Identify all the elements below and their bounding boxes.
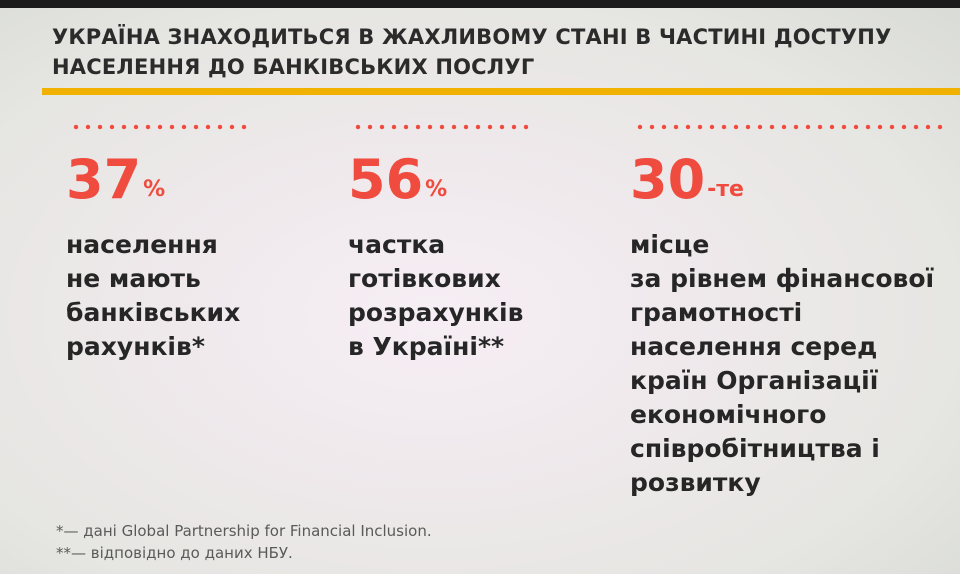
desc-line: рахунків* <box>66 332 205 361</box>
desc-line: не мають <box>66 264 201 293</box>
title-line-1: УКРАЇНА ЗНАХОДИТЬСЯ В ЖАХЛИВОМУ СТАНІ В … <box>52 25 892 49</box>
stat-column-cash: 56% частка готівкових розрахунків в Укра… <box>348 148 523 364</box>
stat-number: 37 <box>66 148 142 211</box>
desc-line: співробітництва і <box>630 434 880 463</box>
desc-line: країн Організації <box>630 366 879 395</box>
desc-line: розрахунків <box>348 298 524 327</box>
stat-number: 30 <box>630 148 706 211</box>
desc-line: частка <box>348 230 446 259</box>
desc-line: розвитку <box>630 468 761 497</box>
stat-unit: % <box>425 177 448 202</box>
desc-line: економічного <box>630 400 827 429</box>
dotted-divider-1 <box>70 124 250 130</box>
dotted-divider-2 <box>352 124 532 130</box>
stat-description: місце за рівнем фінансової грамотності н… <box>630 228 934 500</box>
desc-line: грамотності <box>630 298 803 327</box>
desc-line: населення серед <box>630 332 878 361</box>
stat-description: частка готівкових розрахунків в Україні*… <box>348 228 523 364</box>
dotted-divider-3 <box>634 124 946 130</box>
desc-line: за рівнем фінансової <box>630 264 935 293</box>
screen-bezel <box>0 0 960 8</box>
footnote-2: **— відповідно до даних НБУ. <box>56 544 293 562</box>
stat-unit: -те <box>707 177 744 202</box>
desc-line: місце <box>630 230 710 259</box>
desc-line: банківських <box>66 298 241 327</box>
stat-column-literacy: 30-те місце за рівнем фінансової грамотн… <box>630 148 934 500</box>
stat-unit: % <box>143 177 166 202</box>
slide-title: УКРАЇНА ЗНАХОДИТЬСЯ В ЖАХЛИВОМУ СТАНІ В … <box>52 22 932 82</box>
stat-column-accounts: 37% населення не мають банківських рахун… <box>66 148 240 364</box>
desc-line: готівкових <box>348 264 501 293</box>
stat-value: 37% <box>66 148 240 222</box>
footnotes: *— дані Global Partnership for Financial… <box>56 520 432 564</box>
stat-value: 56% <box>348 148 523 222</box>
title-underline <box>42 88 960 95</box>
title-line-2: НАСЕЛЕННЯ ДО БАНКІВСЬКИХ ПОСЛУГ <box>52 55 535 79</box>
desc-line: в Україні** <box>348 332 505 361</box>
desc-line: населення <box>66 230 218 259</box>
footnote-1: *— дані Global Partnership for Financial… <box>56 522 432 540</box>
stat-value: 30-те <box>630 148 934 222</box>
stat-description: населення не мають банківських рахунків* <box>66 228 240 364</box>
stat-number: 56 <box>348 148 424 211</box>
